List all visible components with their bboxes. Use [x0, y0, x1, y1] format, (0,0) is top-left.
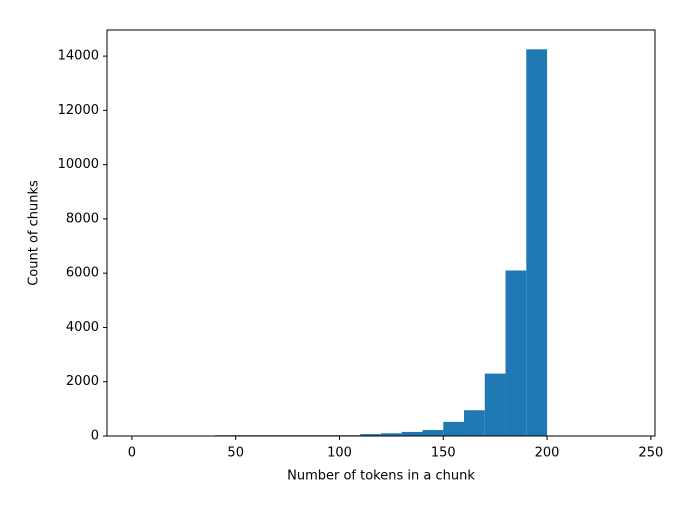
bar — [484, 373, 506, 436]
bar — [401, 431, 423, 436]
x-tick-label: 100 — [327, 446, 352, 461]
y-tick-label: 6000 — [66, 266, 99, 281]
bar — [422, 430, 444, 436]
bar — [381, 433, 402, 436]
y-axis-label: Count of chunks — [27, 180, 42, 286]
bar — [443, 421, 465, 436]
bar — [360, 434, 381, 436]
bar — [505, 270, 527, 436]
y-tick-label: 0 — [91, 429, 99, 444]
bar — [526, 49, 548, 437]
x-tick-label: 250 — [638, 446, 663, 461]
x-axis-label: Number of tokens in a chunk — [287, 469, 475, 484]
plot-frame — [106, 29, 656, 437]
x-tick-label: 0 — [128, 446, 136, 461]
y-tick-label: 10000 — [58, 157, 99, 172]
x-tick-label: 200 — [535, 446, 560, 461]
y-tick-label: 4000 — [66, 320, 99, 335]
y-tick-label: 2000 — [66, 374, 99, 389]
x-tick-label: 150 — [431, 446, 456, 461]
y-tick-label: 8000 — [66, 211, 99, 226]
y-tick-label: 14000 — [58, 49, 99, 64]
x-tick-label: 50 — [227, 446, 244, 461]
y-tick-label: 12000 — [58, 103, 99, 118]
bar — [464, 410, 485, 436]
